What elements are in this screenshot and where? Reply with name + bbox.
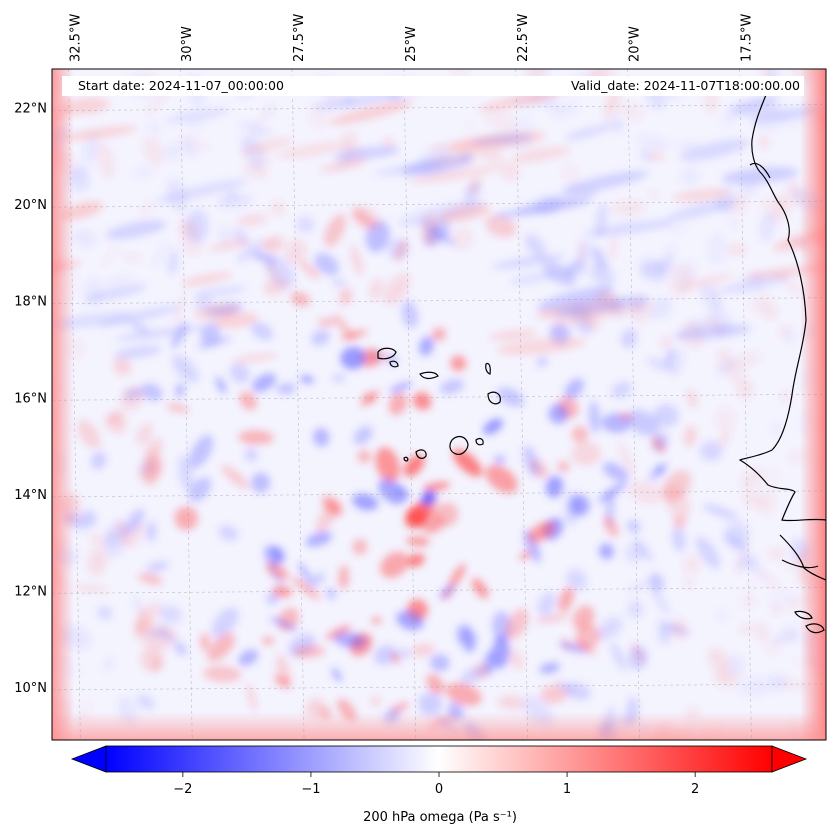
island-sal — [485, 362, 491, 375]
colorbar-tick-label: −1 — [301, 782, 320, 797]
colorbar-extend-low — [70, 745, 107, 773]
latitude-tick-label: 18°N — [14, 295, 47, 310]
gridlines — [52, 69, 826, 740]
latitude-tick-label: 20°N — [14, 198, 47, 213]
island-santo-antao — [377, 347, 397, 360]
longitude-tick-label: 30°W — [180, 26, 195, 62]
map-frame — [51, 68, 827, 741]
latitude-tick-label: 16°N — [14, 391, 47, 406]
longitude-tick-label: 17.5°W — [739, 14, 754, 62]
latitude-tick-label: 12°N — [14, 584, 47, 599]
latitude-tick-label: 14°N — [14, 488, 47, 503]
island-sao-nicolau — [419, 371, 439, 380]
latitude-tick-label: 10°N — [14, 681, 47, 696]
latitude-tick-label: 22°N — [14, 102, 47, 117]
latitude-labels: 10°N 12°N 14°N 16°N 18°N 20°N 22°N — [14, 102, 47, 696]
longitude-tick-label: 27.5°W — [292, 14, 307, 62]
meridian-gridline — [68, 69, 81, 740]
island-fogo — [415, 449, 427, 459]
meridian-gridline — [403, 69, 417, 740]
longitude-tick-label: 20°W — [628, 26, 643, 62]
coastline-inlet-2 — [781, 559, 819, 569]
island-boa-vista — [487, 391, 501, 405]
meridian-gridline — [739, 69, 752, 740]
colorbar-tick-label: −2 — [173, 782, 192, 797]
colorbar-label: 200 hPa omega (Pa s⁻¹) — [363, 810, 517, 825]
island-santiago — [449, 435, 469, 455]
coastline-islands-south — [794, 610, 825, 634]
colorbar: −2 −1 0 1 2 200 hPa omega (Pa s⁻¹) — [70, 745, 808, 825]
omega-field: Start date: 2024-11-07_00:00:00 Valid_da… — [52, 69, 826, 740]
colorbar-ticks: −2 −1 0 1 2 — [173, 772, 699, 797]
meridian-gridline — [627, 69, 640, 740]
longitude-tick-label: 22.5°W — [516, 14, 531, 62]
colorbar-tick-label: 0 — [435, 782, 443, 797]
start-date-label: Start date: 2024-11-07_00:00:00 — [78, 78, 284, 93]
header-text-background — [62, 76, 804, 96]
meridian-gridline — [515, 69, 529, 740]
meridian-gridline — [179, 69, 193, 740]
colorbar-gradient — [105, 745, 773, 773]
longitude-tick-label: 25°W — [404, 26, 419, 62]
africa-coastline — [738, 89, 826, 522]
island-brava — [403, 456, 409, 462]
colorbar-tick-label: 2 — [691, 782, 699, 797]
colorbar-tick-label: 1 — [563, 782, 571, 797]
coastlines — [377, 89, 826, 634]
island-sao-vicente — [389, 360, 399, 368]
longitude-labels: 32.5°W 30°W 27.5°W 25°W 22.5°W 20°W 17.5°W — [68, 14, 754, 62]
coastline-headland — [749, 162, 771, 179]
island-maio — [475, 438, 484, 446]
meridian-gridline — [291, 69, 305, 740]
colorbar-extend-high — [771, 745, 808, 773]
longitude-tick-label: 32.5°W — [68, 14, 83, 62]
valid-date-label: Valid_date: 2024-11-07T18:00:00.00 — [571, 78, 800, 93]
